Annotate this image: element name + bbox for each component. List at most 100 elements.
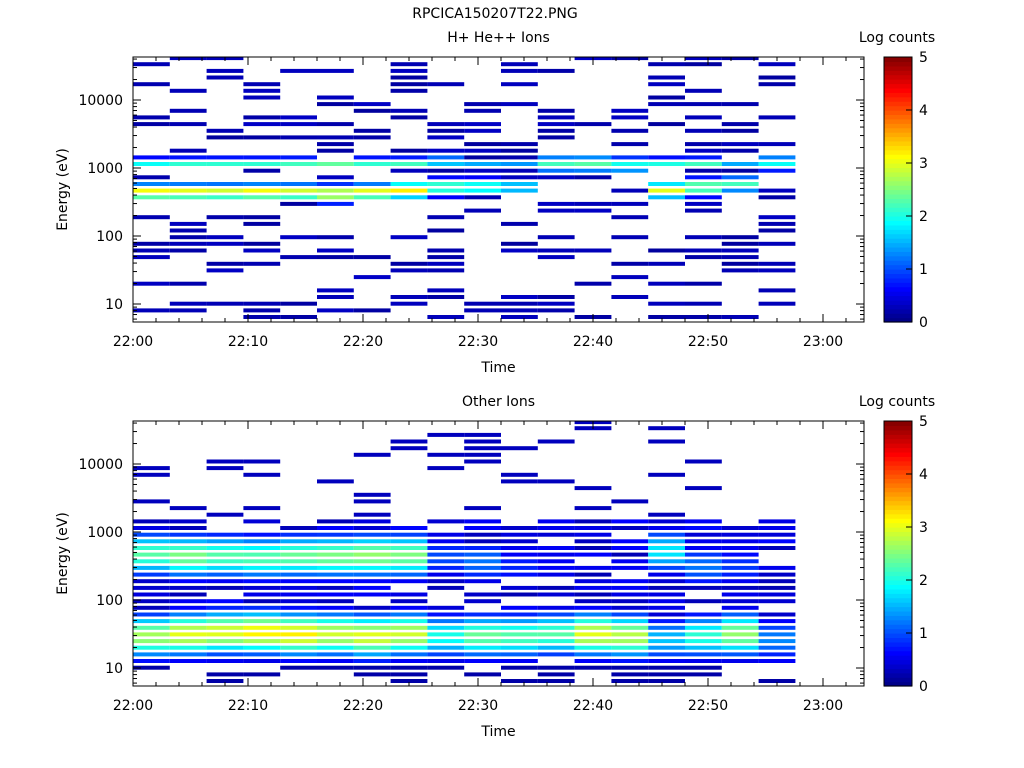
heatmap-cell — [243, 612, 281, 617]
heatmap-cell — [574, 539, 612, 544]
heatmap-cell — [390, 619, 428, 624]
heatmap-cell — [243, 546, 281, 550]
heatmap-cell — [243, 248, 281, 253]
heatmap-cell — [758, 659, 796, 663]
heatmap-cell — [501, 546, 538, 550]
heatmap-cell — [501, 639, 538, 644]
heatmap-cell — [685, 546, 722, 550]
heatmap-cell — [280, 255, 317, 260]
heatmap-cell — [390, 188, 428, 193]
heatmap-cell — [280, 539, 317, 544]
heatmap-cell — [685, 188, 722, 193]
heatmap-cell — [206, 579, 244, 584]
heatmap-cell — [464, 188, 501, 193]
colorbar-segment — [884, 114, 912, 120]
heatmap-cell — [758, 241, 796, 246]
heatmap-cell — [206, 195, 244, 200]
heatmap-cell — [721, 122, 759, 127]
heatmap-cell — [243, 552, 281, 557]
colorbar-segment — [884, 659, 912, 665]
heatmap-cell — [501, 295, 538, 299]
colorbar-tick-label: 2 — [919, 209, 928, 225]
y-tick-label: 10 — [105, 661, 123, 677]
heatmap-cell — [721, 268, 759, 273]
heatmap-cell — [206, 162, 244, 166]
heatmap-cell — [464, 539, 501, 544]
heatmap-cell — [648, 512, 685, 517]
colorbar-segment — [884, 553, 912, 559]
heatmap-cell — [133, 565, 170, 570]
heatmap-cell — [280, 579, 317, 584]
heatmap-cell — [169, 659, 207, 663]
colorbar-segment — [884, 127, 912, 133]
heatmap-cell — [353, 539, 391, 544]
heatmap-cell — [169, 559, 207, 564]
heatmap-cell — [206, 585, 244, 590]
colorbar-segment — [884, 229, 912, 235]
heatmap-cell — [721, 235, 759, 240]
heatmap-cell — [501, 619, 538, 624]
colorbar-segment — [884, 465, 912, 471]
heatmap-cell — [169, 506, 207, 511]
heatmap-cell — [206, 539, 244, 544]
heatmap-cell — [537, 526, 575, 530]
colorbar-segment — [884, 65, 912, 71]
heatmap-cell — [353, 639, 391, 644]
heatmap-cell — [280, 592, 317, 597]
heatmap-cell — [574, 122, 612, 127]
heatmap-cell — [758, 261, 796, 266]
heatmap-cell — [464, 155, 501, 160]
heatmap-cell — [169, 532, 207, 537]
colorbar-segment — [884, 233, 912, 239]
heatmap-cell — [243, 301, 281, 306]
heatmap-cell — [317, 68, 354, 73]
heatmap-cell — [133, 472, 170, 477]
heatmap-cell — [685, 526, 722, 530]
heatmap-cell — [390, 592, 428, 597]
colorbar-segment — [884, 145, 912, 151]
heatmap-cell — [685, 585, 722, 590]
heatmap-cell — [390, 645, 428, 650]
heatmap-cell — [501, 182, 538, 186]
heatmap-cell — [427, 82, 465, 87]
heatmap-cell — [648, 519, 685, 524]
heatmap-cell — [427, 532, 465, 537]
heatmap-cell — [611, 672, 649, 677]
heatmap-cell — [501, 162, 538, 166]
heatmap-cell — [206, 645, 244, 650]
heatmap-cell — [390, 526, 428, 530]
heatmap-cell — [537, 122, 575, 127]
heatmap-cell — [169, 195, 207, 200]
heatmap-cell — [243, 162, 281, 166]
heatmap-cell — [390, 148, 428, 153]
x-tick-label: 22:20 — [343, 334, 383, 350]
heatmap-cell — [169, 228, 207, 233]
heatmap-cell — [501, 659, 538, 663]
heatmap-cell — [353, 128, 391, 133]
heatmap-cell — [280, 115, 317, 120]
heatmap-cell — [685, 552, 722, 557]
heatmap-cell — [353, 572, 391, 577]
heatmap-cell — [133, 599, 170, 604]
heatmap-cell — [648, 155, 685, 160]
heatmap-cell — [280, 619, 317, 624]
heatmap-cell — [648, 82, 685, 87]
heatmap-cell — [427, 248, 465, 253]
heatmap-cell — [169, 148, 207, 153]
heatmap-cell — [133, 308, 170, 313]
heatmap-cell — [353, 605, 391, 610]
heatmap-cell — [537, 108, 575, 113]
heatmap-cell — [721, 182, 759, 186]
heatmap-cell — [169, 248, 207, 253]
heatmap-cell — [611, 155, 649, 160]
heatmap-cell — [685, 619, 722, 624]
heatmap-cell — [427, 632, 465, 637]
heatmap-cell — [427, 619, 465, 624]
heatmap-cell — [206, 301, 244, 306]
heatmap-cell — [648, 659, 685, 663]
heatmap-cell — [390, 235, 428, 240]
heatmap-cell — [206, 135, 244, 140]
heatmap-cell — [390, 195, 428, 200]
x-tick-label: 22:50 — [688, 334, 728, 350]
